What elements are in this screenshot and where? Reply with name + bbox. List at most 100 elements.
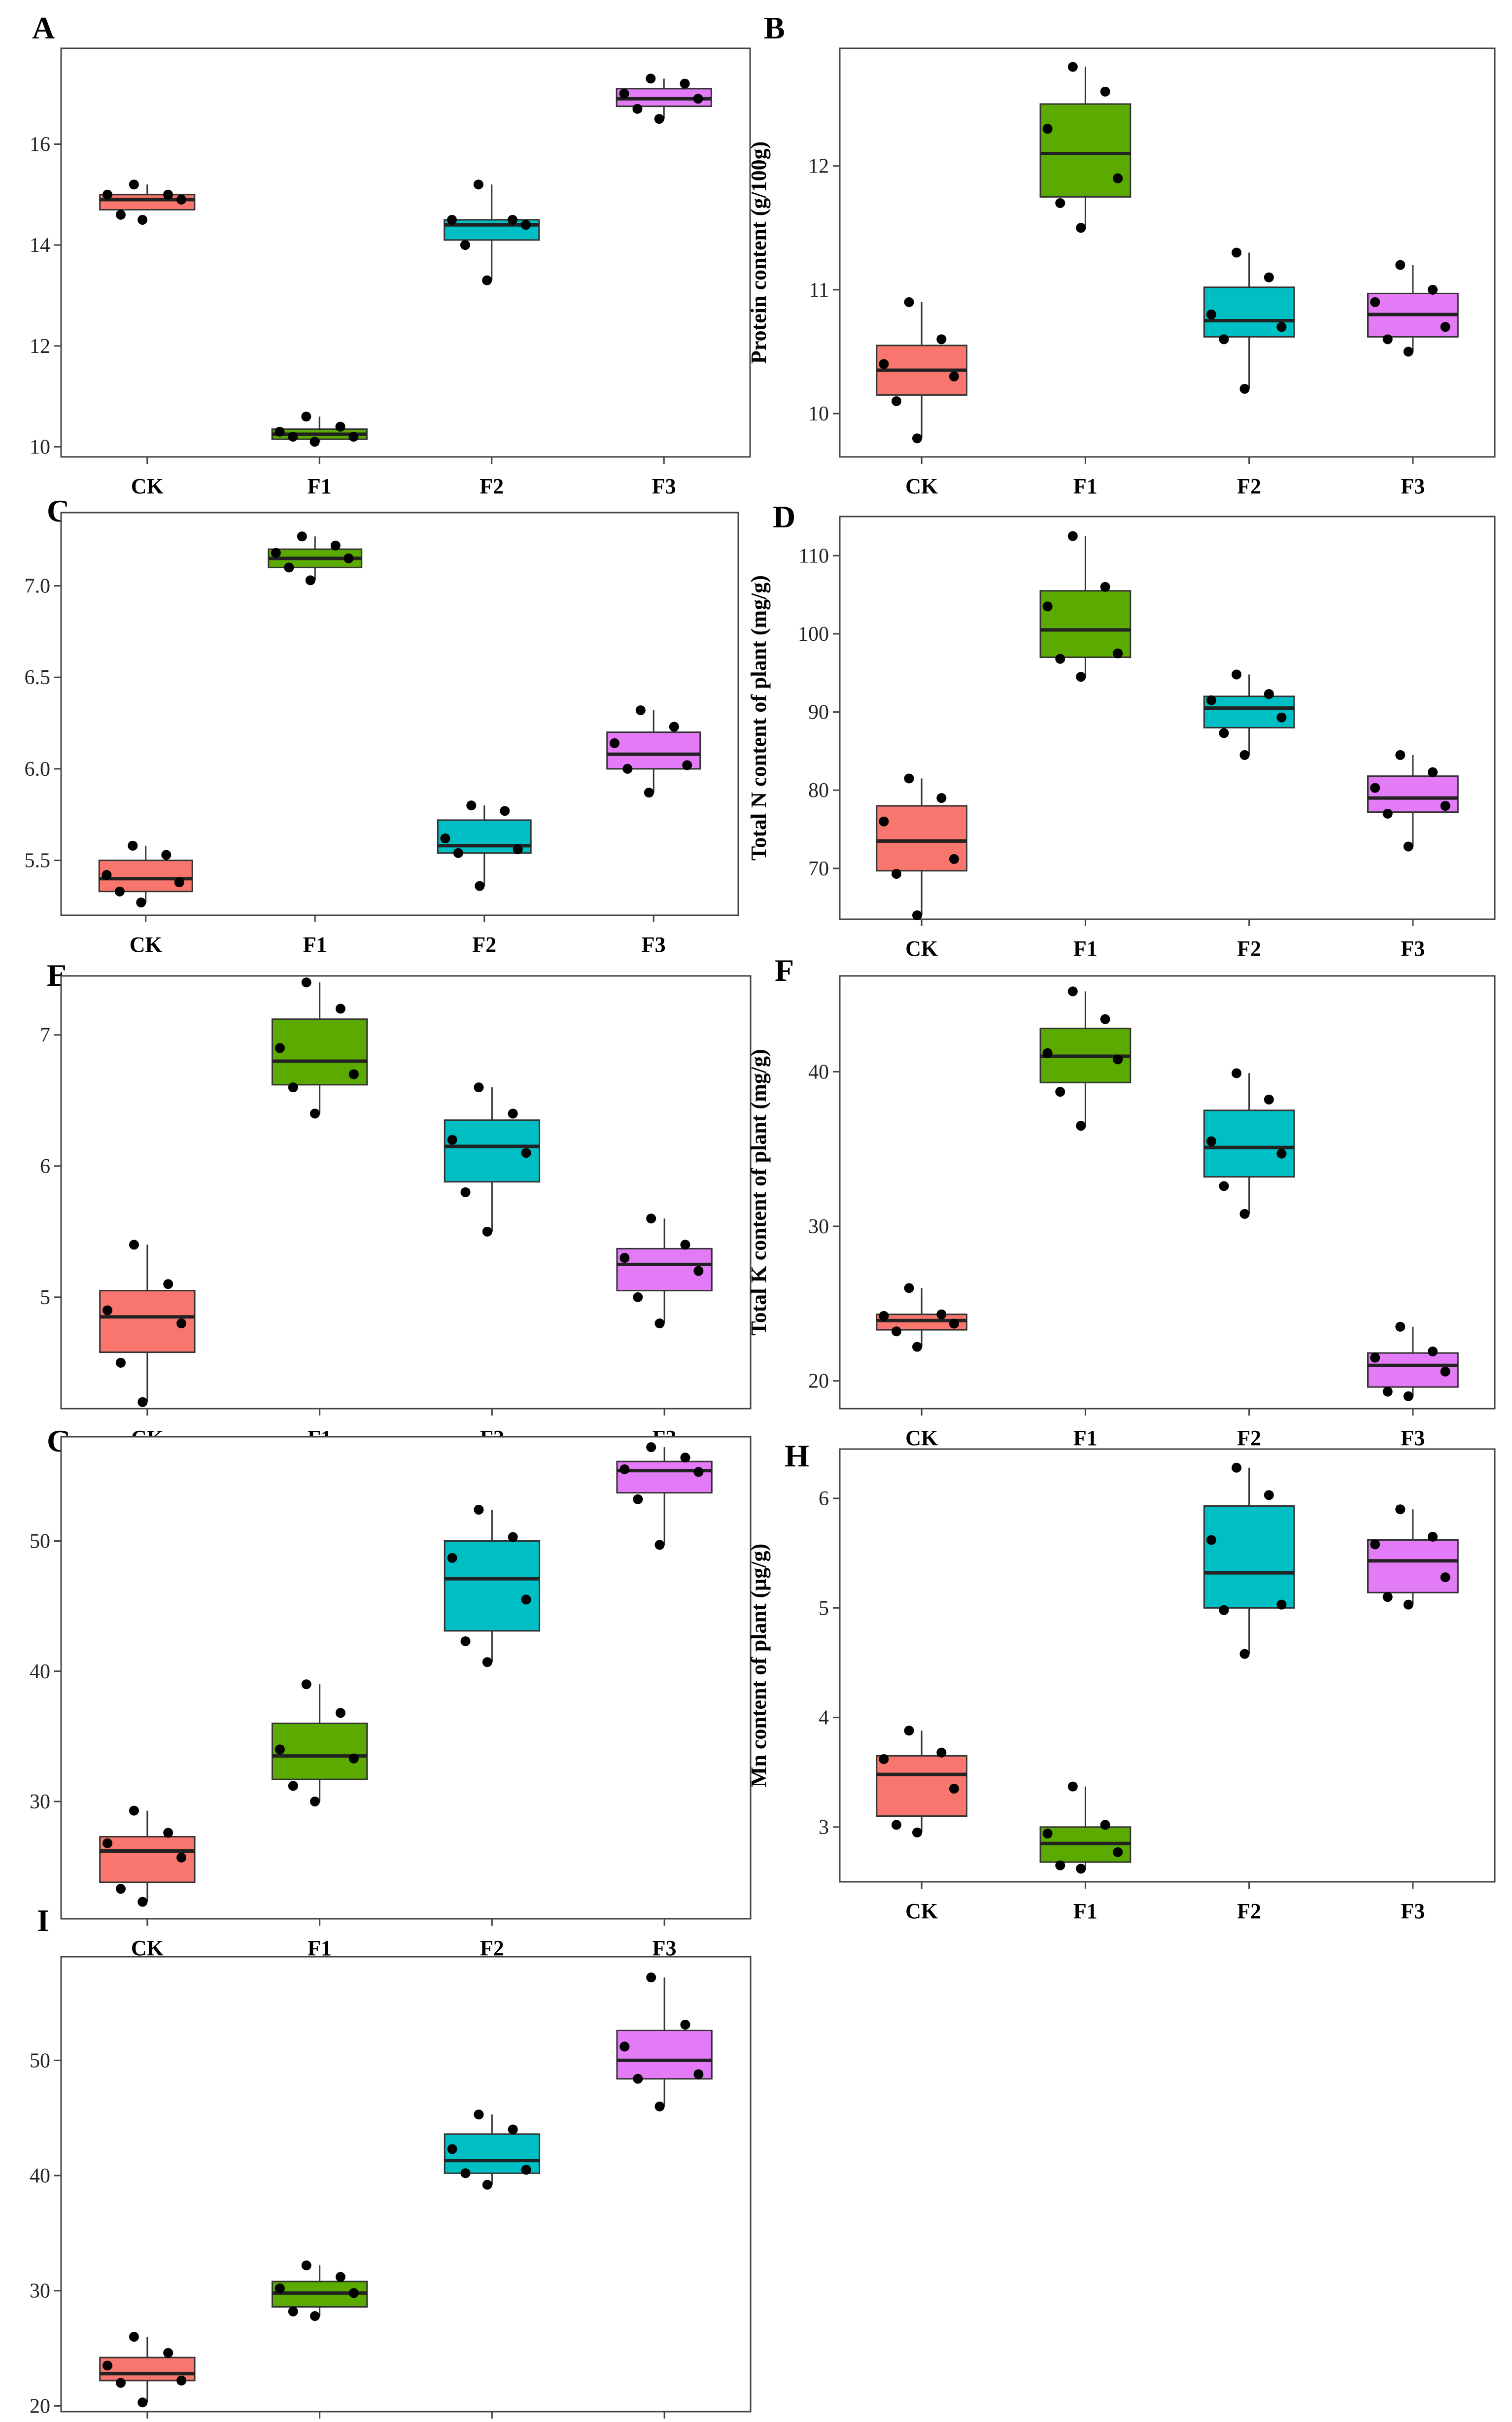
data-point [1382,1592,1393,1602]
data-point [609,738,619,748]
data-point [460,240,470,250]
data-point [1100,1014,1110,1024]
data-point [936,793,947,803]
data-point [1264,1490,1274,1500]
data-point [176,1852,187,1863]
box-f1 [271,412,368,447]
data-point [646,1442,656,1453]
y-tick-label: 11 [809,279,829,302]
data-point [1428,284,1438,295]
data-point [174,877,184,888]
data-point [1440,1572,1450,1583]
y-tick-label: 4 [819,1707,829,1730]
y-tick-label: 5 [40,1286,50,1309]
data-point [137,2397,148,2408]
x-tick-label-f3: F3 [1401,1899,1425,1923]
data-point [635,705,646,716]
data-point [1232,1068,1242,1078]
data-point [176,2375,187,2386]
data-point [1076,672,1086,682]
data-point [1113,648,1123,658]
box-ck [99,179,196,225]
data-point [310,1797,320,1807]
data-point [163,1828,173,1838]
data-point [619,2041,630,2052]
data-point [1428,1346,1438,1356]
y-tick-label: 6.5 [25,666,51,689]
panel-letter-d: D [773,499,795,534]
box-ck [876,297,967,444]
y-tick-label: 20 [30,2395,50,2418]
panel-i: I20304050Zn content of plant (μg/g)CKF1F… [30,1903,752,2419]
panel-d: D 70 80 90 100 110 Total N content of plant (m… [747,499,1496,961]
y-tick-label: 12 [808,155,829,178]
box-f3 [1367,1504,1459,1610]
data-point [936,334,947,345]
data-point [521,1594,531,1605]
data-point [335,1003,345,1014]
data-point [1403,1391,1413,1401]
data-point [1403,346,1413,357]
data-point [460,1636,471,1646]
box-f1 [271,977,368,1119]
data-point [1276,322,1287,332]
data-point [936,1309,947,1319]
box-f2 [1203,247,1295,394]
data-point [460,1187,471,1197]
y-tick-label: 30 [30,1791,50,1813]
data-point [646,73,656,84]
data-point [330,540,341,551]
box-f3 [616,1442,713,1550]
y-tick-label: 12 [30,335,50,358]
data-point [632,104,643,114]
data-point [1382,1386,1393,1397]
data-point [949,371,959,381]
data-point [680,1453,690,1463]
data-point [1395,1321,1406,1332]
y-tick-label: 5.5 [25,850,51,872]
data-point [474,1505,484,1515]
box-f3 [1367,750,1459,852]
data-point [297,531,307,542]
data-point [1067,1781,1078,1792]
data-point [348,1753,359,1764]
data-point [447,1135,457,1145]
y-tick-label: 10 [30,436,50,459]
data-point [879,1311,889,1321]
data-point [693,2069,704,2079]
data-point [949,1784,959,1794]
x-tick-label-ck: CK [130,933,162,957]
y-axis-title: Total K content of plant (mg/g) [747,1049,771,1335]
data-point [348,1069,359,1079]
data-point [1100,1820,1110,1830]
data-point [680,78,690,89]
y-tick-label: 110 [799,545,829,567]
data-point [482,2180,492,2190]
data-point [137,1897,148,1907]
panel-h: H 3 4 5 6 Mn content of plant (μg/g) CK F1 F2 F3 [747,1438,1496,1923]
box-body [1039,590,1132,658]
panel-letter-a: A [32,10,55,45]
data-point [1403,841,1413,852]
data-point [335,2272,345,2282]
data-point [654,1318,665,1329]
data-point [275,2283,285,2293]
y-axis-title: Mn content of plant (μg/g) [747,1544,771,1787]
data-point [693,94,703,104]
x-tick-label-f2: F2 [1237,1899,1261,1923]
data-point [1382,334,1393,345]
data-point [879,1754,889,1765]
data-point [1370,783,1380,793]
data-point [1264,272,1274,282]
box-f2 [444,1505,541,1667]
data-point [1395,750,1406,760]
x-tick-label-f1: F1 [1073,1899,1098,1923]
data-point [521,2165,531,2175]
data-point [447,1553,457,1563]
data-point [1042,124,1053,134]
data-point [1067,986,1078,997]
data-point [335,421,345,432]
data-point [622,763,633,774]
data-point [473,179,483,190]
data-point [482,1226,492,1237]
